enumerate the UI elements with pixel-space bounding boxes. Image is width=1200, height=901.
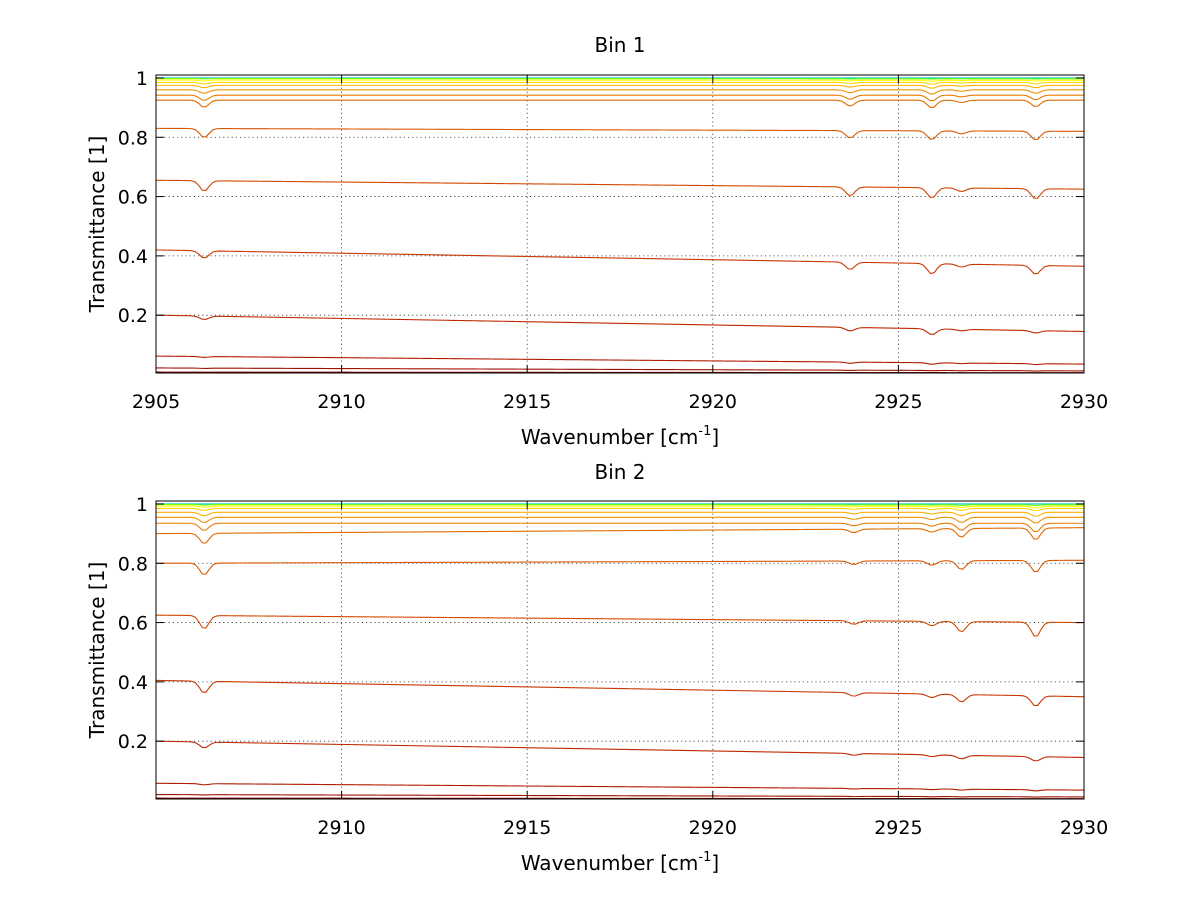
x-axis-label-superscript: -1	[698, 424, 711, 439]
series-line-13	[156, 782, 1084, 792]
x-tick-label: 2925	[874, 817, 922, 839]
x-tick-label: 2930	[1060, 817, 1108, 839]
y-tick-label: 1	[136, 494, 148, 516]
series-line-10	[156, 179, 1084, 199]
series-line-8	[156, 99, 1084, 109]
series-line-3	[156, 79, 1084, 82]
x-axis-label-text: Wavenumber [cm	[521, 851, 699, 875]
series-line-3	[156, 505, 1084, 509]
series-line-2	[156, 504, 1084, 506]
series-line-6	[156, 89, 1084, 95]
series-line-5	[156, 511, 1084, 517]
x-axis-label-end: ]	[711, 425, 719, 449]
series-line-14	[156, 367, 1084, 372]
axes-box	[155, 500, 1085, 800]
x-tick-label: 2905	[132, 391, 180, 413]
series-line-9	[156, 559, 1084, 575]
x-axis-label: Wavenumber [cm-1]	[521, 850, 719, 875]
y-axis-label: Transmittance [1]	[85, 562, 109, 740]
x-tick-label: 2915	[503, 391, 551, 413]
series-line-5	[156, 84, 1084, 89]
x-tick-label: 2925	[874, 391, 922, 413]
series-group	[156, 503, 1084, 799]
series-line-13	[156, 355, 1084, 366]
ticks: 2910 2915 2920 2925 2930 0.2 0.4 0.6 0.8 1	[118, 494, 1108, 839]
x-tick-label: 2920	[689, 817, 737, 839]
series-line-12	[156, 740, 1084, 762]
series-line-10	[156, 614, 1084, 637]
chart-panel-bin-2: 2910 2915 2920 2925 2930 0.2 0.4 0.6 0.8 1 Bin 2 Wa…	[85, 460, 1108, 875]
x-tick-label: 2910	[317, 391, 365, 413]
x-tick-label: 2915	[503, 817, 551, 839]
series-line-11	[156, 679, 1084, 707]
series-line-6	[156, 516, 1084, 524]
series-line-11	[156, 249, 1084, 275]
x-axis-label-end: ]	[711, 851, 719, 875]
y-tick-label: 0.6	[118, 613, 148, 635]
chart-title: Bin 1	[594, 33, 645, 57]
series-line-4	[156, 81, 1084, 85]
series-line-8	[156, 527, 1084, 544]
y-tick-label: 0.6	[118, 187, 148, 209]
y-tick-label: 0.8	[118, 553, 148, 575]
series-line-7	[156, 522, 1084, 533]
axes-box	[155, 74, 1085, 374]
series-line-2	[156, 78, 1084, 80]
series-line-4	[156, 507, 1084, 512]
chart-panel-bin-1: 2905 2910 2915 2920 2925 2930 0.2 0.4 0.6 0.8 1 Bin…	[85, 33, 1108, 449]
x-tick-label: 2920	[689, 391, 737, 413]
chart-title: Bin 2	[594, 460, 645, 484]
y-tick-label: 0.4	[118, 246, 148, 268]
y-tick-label: 0.8	[118, 127, 148, 149]
x-axis-label-text: Wavenumber [cm	[521, 425, 699, 449]
y-tick-label: 1	[136, 68, 148, 90]
y-tick-label: 0.4	[118, 672, 148, 694]
y-axis-label: Transmittance [1]	[85, 136, 109, 314]
series-line-12	[156, 314, 1084, 336]
y-tick-label: 0.2	[118, 731, 148, 753]
series-group	[156, 77, 1084, 373]
series-line-14	[156, 794, 1084, 798]
x-tick-label: 2910	[317, 817, 365, 839]
ticks: 2905 2910 2915 2920 2925 2930 0.2 0.4 0.6 0.8 1	[118, 68, 1108, 413]
y-tick-label: 0.2	[118, 305, 148, 327]
x-tick-label: 2930	[1060, 391, 1108, 413]
series-line-9	[156, 127, 1084, 140]
series-line-7	[156, 94, 1084, 102]
x-axis-label-superscript: -1	[698, 850, 711, 865]
x-axis-label: Wavenumber [cm-1]	[521, 424, 719, 449]
